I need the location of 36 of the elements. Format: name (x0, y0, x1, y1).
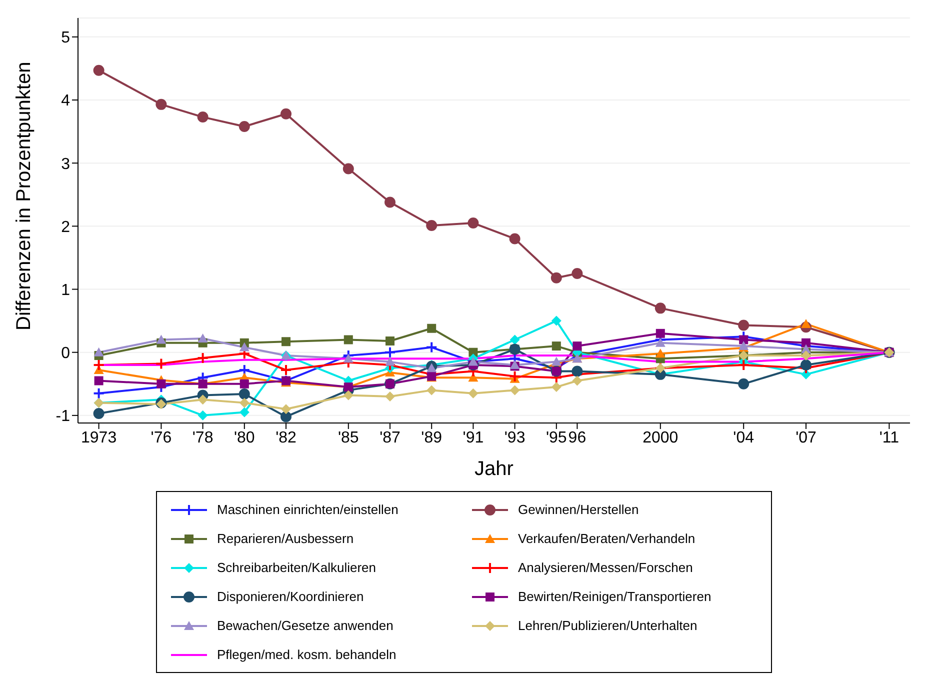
y-tick-label: 4 (61, 92, 70, 110)
y-tick-label: 5 (61, 30, 70, 47)
x-axis-title: Jahr (474, 458, 514, 480)
x-tick-label: '91 (462, 429, 484, 446)
x-tick-label: '07 (796, 429, 817, 446)
legend-label: Lehren/Publizieren/Unterhalten (518, 618, 698, 633)
x-tick-label: '76 (150, 429, 172, 446)
x-tick-label: '87 (380, 429, 401, 446)
x-tick-label: '85 (338, 429, 359, 446)
x-tick-label: '82 (276, 429, 297, 446)
legend-label: Gewinnen/Herstellen (518, 502, 639, 517)
x-tick-label: '78 (192, 429, 214, 446)
legend-label: Reparieren/Ausbessern (217, 531, 354, 546)
legend-label: Bewachen/Gesetze anwenden (217, 618, 394, 633)
y-tick-label: 3 (61, 156, 70, 173)
x-tick-label: '11 (879, 429, 900, 446)
x-tick-label: '89 (421, 429, 442, 446)
y-tick-label: -1 (56, 408, 70, 426)
y-tick-label: 0 (61, 345, 70, 362)
x-tick-label: '93 (504, 429, 526, 446)
x-tick-label: 96 (568, 429, 586, 446)
x-tick-label: '80 (234, 429, 255, 446)
legend-label: Bewirten/Reinigen/Transportieren (518, 589, 712, 604)
legend-label: Analysieren/Messen/Forschen (518, 560, 693, 575)
legend-label: Maschinen einrichten/einstellen (217, 502, 398, 517)
y-axis-title: Differenzen in Prozentpunkten (13, 62, 36, 330)
legend-label: Pflegen/med. kosm. behandeln (217, 647, 396, 662)
legend-label: Disponieren/Koordinieren (217, 589, 364, 604)
x-tick-label: '95 (546, 429, 567, 446)
legend-label: Schreibarbeiten/Kalkulieren (217, 560, 376, 575)
y-tick-label: 1 (61, 282, 70, 299)
x-tick-label: 1973 (81, 429, 117, 446)
x-tick-label: '04 (733, 429, 754, 446)
x-tick-label: 2000 (642, 429, 678, 446)
legend-label: Verkaufen/Beraten/Verhandeln (518, 531, 696, 546)
y-tick-label: 2 (61, 218, 70, 236)
